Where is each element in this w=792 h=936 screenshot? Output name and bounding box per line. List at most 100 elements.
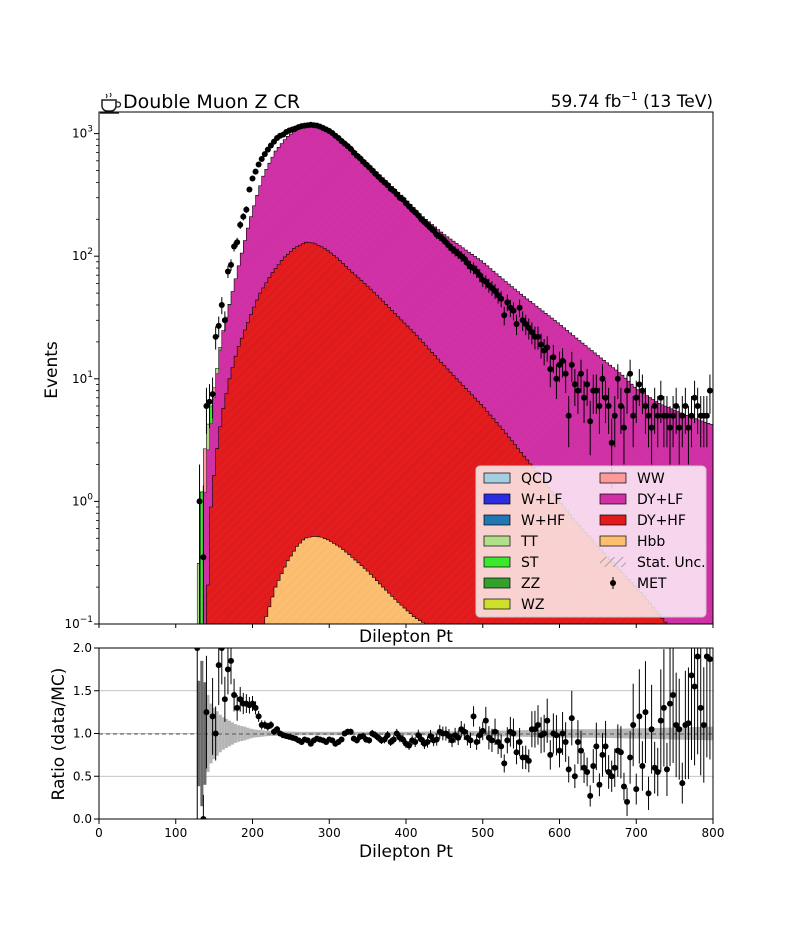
data-point <box>703 396 710 448</box>
unc-band-bin <box>298 731 302 736</box>
data-point <box>663 396 670 448</box>
data-point <box>581 380 588 424</box>
ratio-point <box>657 669 664 772</box>
ratio-point <box>587 785 594 807</box>
ratio-y-tick-label: 2.0 <box>73 641 92 655</box>
ratio-point <box>706 648 713 760</box>
ratio-point <box>679 762 686 804</box>
data-point <box>492 284 499 299</box>
ratio-point <box>596 773 603 797</box>
legend-entry: W+HF <box>483 513 565 529</box>
data-point <box>538 333 545 359</box>
ratio-point <box>688 648 695 760</box>
coffee-cup-icon <box>100 92 122 114</box>
legend-label: W+HF <box>521 513 565 529</box>
data-point <box>224 265 231 279</box>
data-point <box>642 387 649 434</box>
ratio-point <box>513 740 520 765</box>
unc-band-bin <box>663 727 667 740</box>
data-point <box>249 175 256 182</box>
unc-band-bin <box>654 727 658 740</box>
legend-entry: ST <box>483 555 539 571</box>
ratio-point <box>479 721 486 741</box>
unc-band-bin <box>501 730 505 737</box>
ratio-point <box>218 648 225 685</box>
ratio-point <box>476 726 483 744</box>
ratio-point <box>700 667 707 783</box>
legend-label: ST <box>521 555 539 571</box>
legend-entry: W+LF <box>483 492 562 508</box>
ratio-point <box>642 661 649 764</box>
ratio-point <box>467 732 474 748</box>
ratio-point <box>620 772 627 801</box>
legend-entry: TT <box>483 534 538 550</box>
ratio-x-tick-label: 0 <box>95 826 103 840</box>
ratio-point <box>384 731 391 740</box>
ratio-y-tick-label: 1.5 <box>73 684 92 698</box>
data-point <box>510 302 517 321</box>
unc-band-bin <box>200 660 204 807</box>
ratio-point <box>228 648 235 685</box>
unc-band-bin <box>243 726 247 741</box>
data-point <box>562 359 569 393</box>
unc-band-bin <box>522 730 526 737</box>
data-point <box>688 396 695 448</box>
ratio-point <box>581 752 588 783</box>
data-point <box>544 336 551 362</box>
ratio-x-tick-label: 200 <box>241 826 264 840</box>
ratio-points <box>194 648 713 819</box>
data-point <box>620 405 627 465</box>
ratio-point <box>224 648 231 695</box>
unc-band-bin <box>691 727 695 740</box>
data-point <box>252 168 259 175</box>
y-tick-label: 102 <box>72 247 93 263</box>
unc-band-bin <box>249 728 253 739</box>
unc-band-bin <box>402 731 406 736</box>
ratio-point <box>504 727 511 754</box>
y-tick-label: 100 <box>72 492 93 508</box>
ratio-point <box>498 734 505 758</box>
data-point <box>258 156 265 163</box>
data-point <box>243 206 250 214</box>
legend-frame <box>475 465 707 618</box>
ratio-point <box>418 734 425 745</box>
unc-band-bin <box>593 729 597 738</box>
unc-band-bin <box>516 730 520 737</box>
data-point <box>587 400 594 456</box>
y-tick-label: 103 <box>72 125 93 141</box>
data-point <box>584 369 591 406</box>
ratio-point <box>406 741 413 750</box>
data-point <box>261 151 268 158</box>
ratio-point <box>482 706 489 735</box>
legend-label: W+LF <box>521 492 562 508</box>
unc-band-bin <box>473 731 477 736</box>
luminosity-label: 59.74 fb−1 (13 TeV) <box>551 90 713 112</box>
ratio-x-tick-label: 600 <box>548 826 571 840</box>
ratio-point <box>611 748 618 787</box>
unc-band-bin <box>255 729 259 738</box>
ratio-x-tick-label: 100 <box>164 826 187 840</box>
unc-band-bin <box>636 728 640 739</box>
ratio-point <box>562 722 569 762</box>
legend-entry: ZZ <box>483 576 540 592</box>
legend-entry: Hbb <box>599 534 665 550</box>
ratio-y-ticks: 0.0 0.5 1.0 1.5 2.0 <box>73 641 99 826</box>
data-point <box>221 311 228 332</box>
ratio-point <box>415 729 422 741</box>
unc-band-bin <box>528 730 532 737</box>
legend-label: QCD <box>521 471 553 487</box>
ratio-point <box>366 737 373 744</box>
data-point <box>679 396 686 448</box>
data-point <box>501 306 508 326</box>
ratio-x-tick-label: 400 <box>395 826 418 840</box>
ratio-point <box>221 676 228 722</box>
ratio-point <box>590 749 597 783</box>
data-point <box>617 387 624 434</box>
data-point <box>565 396 572 448</box>
data-point <box>196 464 203 624</box>
legend-label: ZZ <box>521 576 540 592</box>
data-point <box>630 396 637 448</box>
ratio-point <box>676 678 683 780</box>
legend-entry: QCD <box>483 471 553 487</box>
